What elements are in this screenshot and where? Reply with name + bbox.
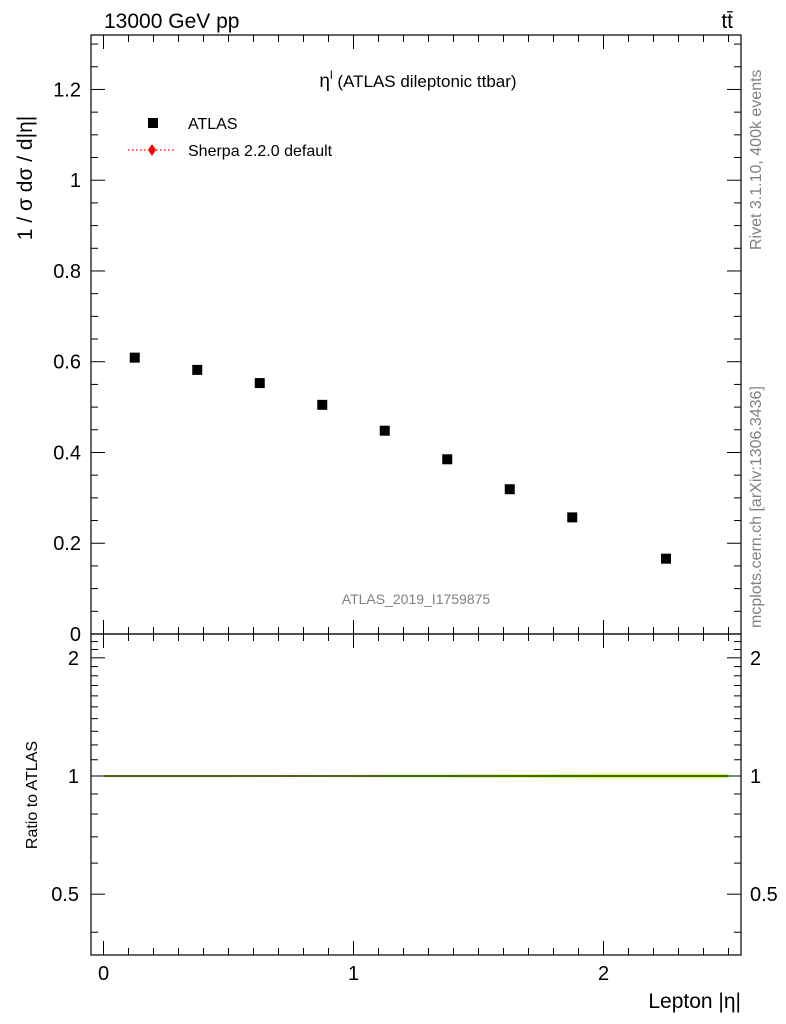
chart-title-rest: (ATLAS dileptonic ttbar) bbox=[333, 72, 517, 91]
main-ytick-label: 0.2 bbox=[53, 533, 81, 555]
atlas-point bbox=[442, 454, 453, 465]
ratio-y-axis-label: Ratio to ATLAS bbox=[24, 741, 41, 849]
legend-sherpa-marker bbox=[148, 144, 156, 156]
legend-atlas-marker bbox=[148, 118, 158, 128]
rivet-version-label: Rivet 3.1.10, 400k events bbox=[748, 69, 765, 250]
mcplots-label: mcplots.cern.ch [arXiv:1306.3436] bbox=[748, 386, 765, 628]
legend: ATLAS Sherpa 2.2.0 default bbox=[128, 116, 333, 160]
main-y-axis-label: 1 / σ dσ / d|η| bbox=[14, 116, 37, 240]
energy-label: 13000 GeV pp bbox=[104, 10, 239, 33]
chart-title-sup: l bbox=[330, 68, 333, 82]
atlas-point bbox=[129, 352, 140, 363]
ratio-ytick-label: 2 bbox=[68, 648, 79, 670]
atlas-point bbox=[661, 553, 671, 564]
ratio-ytick-label-right: 0.5 bbox=[750, 884, 778, 906]
atlas-points bbox=[129, 352, 671, 564]
main-ytick-label: 0.8 bbox=[53, 261, 81, 283]
atlas-point bbox=[192, 364, 203, 375]
chart-title: ηl (ATLAS dileptonic ttbar) bbox=[319, 68, 516, 92]
ratio-ytick-label: 1 bbox=[68, 766, 79, 788]
ratio-ytick-labels: 0.5 0.5 1 1 2 2 bbox=[51, 648, 778, 906]
ratio-xtick-labels: 0 1 2 bbox=[98, 963, 609, 985]
atlas-point bbox=[317, 399, 328, 410]
main-ytick-labels: 0 0.2 0.4 0.6 0.8 1 1.2 bbox=[53, 79, 81, 646]
ratio-xtick-label: 0 bbox=[98, 963, 109, 985]
main-ytick-label: 0 bbox=[70, 624, 81, 646]
main-ytick-label: 1 bbox=[70, 170, 81, 192]
analysis-label: ATLAS_2019_I1759875 bbox=[342, 591, 491, 607]
main-ticks bbox=[91, 35, 741, 635]
ratio-frame bbox=[90, 633, 742, 956]
atlas-point bbox=[254, 378, 265, 389]
ratio-ytick-label: 0.5 bbox=[51, 884, 79, 906]
atlas-point bbox=[504, 484, 515, 495]
x-axis-label: Lepton |η| bbox=[648, 990, 741, 1013]
main-ytick-label: 0.6 bbox=[53, 352, 81, 374]
legend-atlas-label: ATLAS bbox=[188, 116, 238, 133]
main-panel: 0 0.2 0.4 0.6 0.8 1 1.2 1 / σ dσ / d|η| ηl (AT… bbox=[14, 34, 742, 646]
ratio-ytick-label-right: 2 bbox=[750, 648, 761, 670]
atlas-point bbox=[379, 425, 390, 436]
ratio-panel: 0.5 0.5 1 1 2 2 0 1 2 Ratio to ATLAS Lepton |η| bbox=[24, 633, 778, 1013]
ratio-xtick-label: 2 bbox=[598, 963, 609, 985]
process-label: tt̄ bbox=[721, 10, 733, 33]
legend-sherpa-label: Sherpa 2.2.0 default bbox=[188, 143, 333, 160]
atlas-point bbox=[567, 512, 578, 523]
chart-title-main: η bbox=[319, 71, 330, 92]
ratio-ytick-label-right: 1 bbox=[750, 766, 761, 788]
ratio-xtick-label: 1 bbox=[348, 963, 359, 985]
ratio-ticks bbox=[91, 634, 741, 955]
main-ytick-label: 0.4 bbox=[53, 442, 81, 464]
main-ytick-label: 1.2 bbox=[53, 79, 81, 101]
